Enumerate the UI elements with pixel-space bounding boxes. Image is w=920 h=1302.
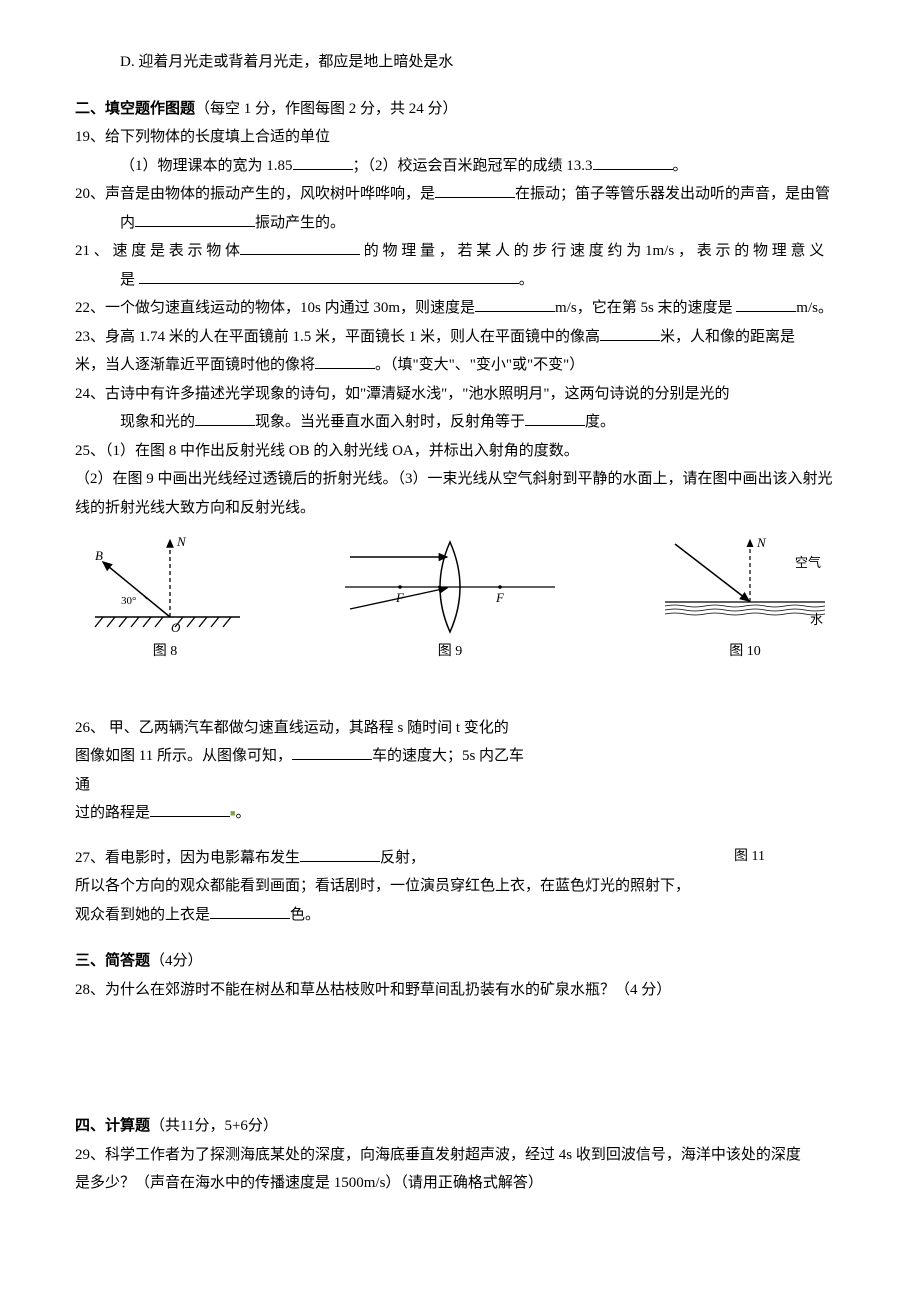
fig10-N: N xyxy=(756,535,767,550)
q21-l2a: 是 xyxy=(120,272,135,288)
section2-title: 二、填空题作图题（每空 1 分，作图每图 2 分，共 24 分） xyxy=(75,95,845,124)
figure-8: N B 30° O 图 8 xyxy=(85,532,245,666)
q20-line2: 内 振动产生的。 xyxy=(75,209,845,238)
section4-title: 四、计算题（共11分，5+6分） xyxy=(75,1112,845,1141)
q22-blank1[interactable] xyxy=(475,297,555,312)
q20-blank1[interactable] xyxy=(435,183,515,198)
q27-blank2[interactable] xyxy=(210,904,290,919)
q26-block: 26、 甲、乙两辆汽车都做匀速直线运动，其路程 s 随时间 t 变化的 图像如图… xyxy=(75,714,845,828)
figure-8-label: 图 8 xyxy=(153,639,178,666)
q26-line3: 过的路程是■。 xyxy=(75,799,537,828)
q19-part1-pre: （1）物理课本的宽为 1.85 xyxy=(120,158,293,174)
fig8-O: O xyxy=(171,620,181,635)
section2-scoring: （每空 1 分，作图每图 2 分，共 24 分） xyxy=(195,101,458,117)
section4-title-text: 四、计算题 xyxy=(75,1118,150,1134)
q25-line1: 25、（1）在图 8 中作出反射光线 OB 的入射光线 OA，并标出入射角的度数… xyxy=(75,437,845,466)
q23-l2b: 。（填"变大"、"变小"或"不变"） xyxy=(375,357,584,373)
q27-blank1[interactable] xyxy=(300,847,380,862)
q24-l2c: 度。 xyxy=(585,414,615,430)
q26-line1: 26、 甲、乙两辆汽车都做匀速直线运动，其路程 s 随时间 t 变化的 xyxy=(75,714,537,743)
fig9-F2: F xyxy=(495,590,505,605)
q19-parts: （1）物理课本的宽为 1.85 ；（2）校运会百米跑冠军的成绩 13.3 。 xyxy=(75,152,845,181)
q23-b: 米，人和像的距离是 xyxy=(660,329,795,345)
q21-line1: 21 、 速 度 是 表 示 物 体 的 物 理 量 ， 若 某 人 的 步 行… xyxy=(75,237,845,266)
section3-title: 三、简答题（4分） xyxy=(75,947,845,976)
section3-title-text: 三、简答题 xyxy=(75,953,150,969)
q23-line1: 23、身高 1.74 米的人在平面镜前 1.5 米，平面镜长 1 米，则人在平面… xyxy=(75,323,845,352)
q24-l2b: 现象。当光垂直水面入射时，反射角等于 xyxy=(255,414,525,430)
q21-blank2[interactable] xyxy=(139,269,519,284)
figures-row: N B 30° O 图 8 xyxy=(75,532,845,666)
q20-l1b: 在振动；笛子等管乐器发出动听的声音，是由管 xyxy=(515,186,830,202)
q22-c: m/s。 xyxy=(796,300,833,316)
q19-blank1[interactable] xyxy=(293,155,353,170)
q19-blank2[interactable] xyxy=(593,155,673,170)
q23-blank1[interactable] xyxy=(600,326,660,341)
q26-l3a: 过的路程是 xyxy=(75,805,150,821)
fig8-B: B xyxy=(95,548,103,563)
q27-line3: 观众看到她的上衣是 色。 xyxy=(75,901,845,930)
figure-10-svg: N 空气 水 xyxy=(655,532,835,637)
section2-title-text: 二、填空题作图题 xyxy=(75,101,195,117)
fig8-angle: 30° xyxy=(121,595,136,607)
q20-line1: 20、声音是由物体的振动产生的，风吹树叶哗哗响，是 在振动；笛子等管乐器发出动听的… xyxy=(75,180,845,209)
q27-line1: 27、看电影时，因为电影幕布发生 反射， xyxy=(75,844,845,873)
q22-b: m/s，它在第 5s 末的速度是 xyxy=(555,300,733,316)
q26-l2a: 图像如图 11 所示。从图像可知， xyxy=(75,748,292,764)
figure-8-svg: N B 30° O xyxy=(85,532,245,637)
q20-blank2[interactable] xyxy=(135,212,255,227)
q21-l2b: 。 xyxy=(519,272,534,288)
q27-l3a: 观众看到她的上衣是 xyxy=(75,907,210,923)
q23-a: 23、身高 1.74 米的人在平面镜前 1.5 米，平面镜长 1 米，则人在平面… xyxy=(75,329,600,345)
q20-l2a: 内 xyxy=(120,215,135,231)
q23-l2a: 米，当人逐渐靠近平面镜时他的像将 xyxy=(75,357,315,373)
q29-line2: 是多少？（声音在海水中的传播速度是 1500m/s）（请用正确格式解答） xyxy=(75,1169,845,1198)
q26-blank2[interactable] xyxy=(150,802,230,817)
fig10-air: 空气 xyxy=(795,555,821,570)
q27-line2: 所以各个方向的观众都能看到画面；看话剧时，一位演员穿红色上衣，在蓝色灯光的照射下… xyxy=(75,872,845,901)
q19-part1-post: ；（2）校运会百米跑冠军的成绩 13.3 xyxy=(353,158,593,174)
q25-line2: （2）在图 9 中画出光线经过透镜后的折射光线。（3）一束光线从空气斜射到平静的… xyxy=(75,465,845,522)
q21-blank1[interactable] xyxy=(240,240,360,255)
q26-line2: 图像如图 11 所示。从图像可知，车的速度大；5s 内乙车通 xyxy=(75,742,537,799)
q20-l2b: 振动产生的。 xyxy=(255,215,345,231)
q24-line1: 24、古诗中有许多描述光学现象的诗句，如"潭清疑水浅"，"池水照明月"，这两句诗… xyxy=(75,380,845,409)
q24-blank2[interactable] xyxy=(525,411,585,426)
q28: 28、为什么在郊游时不能在树丛和草丛枯枝败叶和野草间乱扔装有水的矿泉水瓶？（4 … xyxy=(75,976,845,1005)
q29-line1: 29、科学工作者为了探测海底某处的深度，向海底垂直发射超声波，经过 4s 收到回… xyxy=(75,1141,845,1170)
fig8-N: N xyxy=(176,534,187,549)
q26-l3b: 。 xyxy=(235,805,250,821)
q22-a: 22、一个做匀速直线运动的物体，10s 内通过 30m，则速度是 xyxy=(75,300,475,316)
figure-10: N 空气 水 图 10 xyxy=(655,532,835,666)
section4-scoring: （共11分，5+6分） xyxy=(150,1118,278,1134)
q18-option-d: D. 迎着月光走或背着月光走，都应是地上暗处是水 xyxy=(75,48,845,77)
q24-blank1[interactable] xyxy=(195,411,255,426)
q24-line2: 现象和光的 现象。当光垂直水面入射时，反射角等于 度。 xyxy=(75,408,845,437)
q21-line2: 是 。 xyxy=(75,266,845,295)
q27-l3b: 色。 xyxy=(290,907,320,923)
fig10-water: 水 xyxy=(810,612,823,627)
q22-blank2[interactable] xyxy=(736,297,796,312)
figure-11-label: 图 11 xyxy=(734,844,765,871)
q20-l1a: 20、声音是由物体的振动产生的，风吹树叶哗哗响，是 xyxy=(75,186,435,202)
q19-stem: 19、给下列物体的长度填上合适的单位 xyxy=(75,123,845,152)
q21-l1b: 的 物 理 量 ， 若 某 人 的 步 行 速 度 约 为 1m/s ， 表 示… xyxy=(360,243,824,259)
q23-line2: 米，当人逐渐靠近平面镜时他的像将 。（填"变大"、"变小"或"不变"） xyxy=(75,351,845,380)
section3-scoring: （4分） xyxy=(150,953,203,969)
q27-l1b: 反射， xyxy=(380,850,425,866)
q21-l1a: 21 、 速 度 是 表 示 物 体 xyxy=(75,243,240,259)
figure-9-svg: F F xyxy=(340,532,560,637)
q19-tail: 。 xyxy=(673,158,688,174)
q22: 22、一个做匀速直线运动的物体，10s 内通过 30m，则速度是 m/s，它在第 … xyxy=(75,294,845,323)
figure-9: F F 图 9 xyxy=(340,532,560,666)
q27-l1a: 27、看电影时，因为电影幕布发生 xyxy=(75,850,300,866)
q24-l2a: 现象和光的 xyxy=(120,414,195,430)
q26-blank1[interactable] xyxy=(292,745,372,760)
figure-10-label: 图 10 xyxy=(729,639,761,666)
figure-9-label: 图 9 xyxy=(438,639,463,666)
q23-blank2[interactable] xyxy=(315,354,375,369)
